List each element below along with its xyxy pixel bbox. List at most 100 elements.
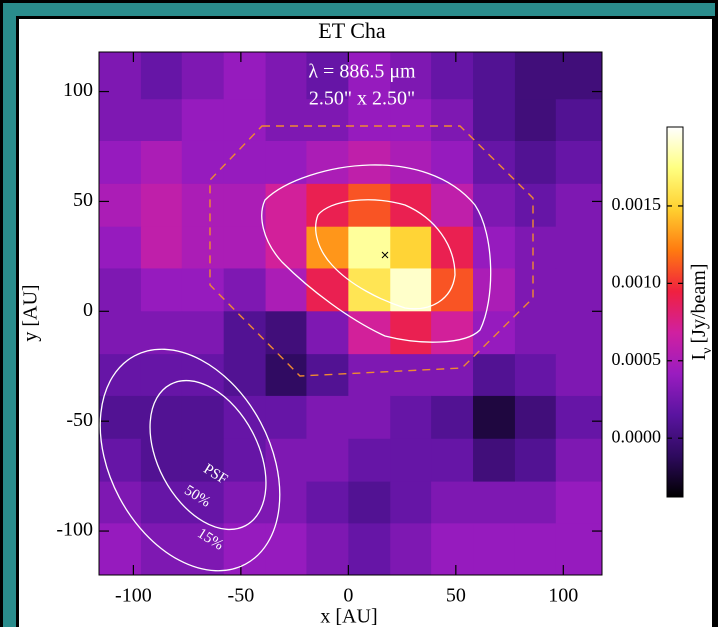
heatmap-cell (515, 396, 556, 439)
heatmap-cell (99, 99, 141, 141)
heatmap-cell (224, 354, 266, 396)
heatmap-cell (182, 99, 224, 141)
colorbar-tick-label: 0.0015 (612, 194, 662, 214)
heatmap-cell (141, 99, 182, 141)
heatmap-cell (473, 52, 515, 100)
heatmap-cell (390, 354, 431, 396)
heatmap-cell (141, 52, 182, 100)
heatmap-cell (141, 268, 182, 311)
heatmap-cell (306, 227, 348, 269)
heatmap-cell (141, 227, 182, 269)
heatmap-cell (390, 439, 431, 482)
heatmap-cell (515, 184, 556, 227)
heatmap-cell (348, 439, 390, 482)
heatmap-cell (306, 184, 348, 227)
heatmap-cell (348, 268, 390, 311)
heatmap-cell (182, 268, 224, 311)
heatmap-cell (390, 184, 431, 227)
heatmap-cell (182, 52, 224, 100)
heatmap-cell (266, 523, 307, 575)
heatmap-cell (556, 184, 603, 227)
heatmap-cell (99, 141, 141, 184)
heatmap-cell (431, 52, 473, 100)
heatmap-cell (224, 99, 266, 141)
heatmap-cell (431, 99, 473, 141)
heatmap-cell (556, 141, 603, 184)
colorbar-tick-label: 0.0000 (612, 426, 662, 446)
y-axis-label: y [AU] (20, 284, 42, 341)
heatmap-cell (266, 482, 307, 524)
heatmap-cell (556, 482, 603, 524)
heatmap-cell (556, 396, 603, 439)
heatmap-cell (473, 311, 515, 354)
y-tick-label: 0 (83, 299, 93, 321)
heatmap-cell (556, 311, 603, 354)
heatmap-cell (224, 184, 266, 227)
colorbar-label-sub: ν (700, 347, 715, 353)
heatmap-cell (556, 268, 603, 311)
heatmap-cell (141, 311, 182, 354)
heatmap-cell (431, 354, 473, 396)
heatmap-cell (390, 227, 431, 269)
heatmap-cell (515, 354, 556, 396)
heatmap-cell (99, 311, 141, 354)
heatmap-cell (306, 141, 348, 184)
heatmap-cell (99, 354, 141, 396)
heatmap-cell (431, 396, 473, 439)
heatmap-cell (390, 482, 431, 524)
heatmap-cell (431, 227, 473, 269)
x-tick-label: 50 (446, 585, 466, 607)
heatmap-cell (224, 482, 266, 524)
heatmap-cell (431, 482, 473, 524)
chart-title: ET Cha (318, 18, 386, 43)
heatmap-cell (348, 523, 390, 575)
heatmap-cell (224, 439, 266, 482)
heatmap-cell (99, 227, 141, 269)
heatmap-cell (431, 184, 473, 227)
x-tick-label: -50 (228, 585, 255, 607)
x-tick-label: -100 (115, 585, 152, 607)
heatmap-cell (266, 396, 307, 439)
heatmap-cell (556, 227, 603, 269)
page: ET Cha x [AU] y [AU] Iν[Jy/beam] -100-50… (0, 0, 718, 627)
heatmap-cell (348, 184, 390, 227)
heatmap-cell (348, 311, 390, 354)
heatmap-cell (266, 141, 307, 184)
heatmap-cell (348, 354, 390, 396)
heatmap-cell (266, 99, 307, 141)
heatmap-cell (515, 311, 556, 354)
heatmap-cell (99, 52, 141, 100)
heatmap-cell (182, 227, 224, 269)
heatmap-cell (224, 311, 266, 354)
heatmap-cell (141, 141, 182, 184)
heatmap-cell (473, 439, 515, 482)
x-tick-label: 100 (548, 585, 578, 607)
heatmap-cell (306, 439, 348, 482)
heatmap-cell (99, 268, 141, 311)
heatmap-cell (515, 482, 556, 524)
colorbar-tick-label: 0.0005 (612, 349, 662, 369)
heatmap-cell (431, 268, 473, 311)
x-tick-label: 0 (343, 585, 353, 607)
heatmap-cell (390, 523, 431, 575)
y-tick-label: 50 (73, 189, 93, 211)
y-tick-label: -50 (66, 409, 93, 431)
heatmap-cell (141, 396, 182, 439)
colorbar-label-unit: [Jy/beam] (688, 264, 710, 344)
chart: ET Cha x [AU] y [AU] Iν[Jy/beam] -100-50… (0, 0, 718, 627)
y-tick-label: 100 (63, 79, 93, 101)
heatmap-cell (473, 268, 515, 311)
heatmap-cell (515, 227, 556, 269)
heatmap-cell (266, 184, 307, 227)
heatmap-cell (141, 184, 182, 227)
heatmap (99, 52, 603, 576)
heatmap-cell (556, 439, 603, 482)
heatmap-cell (515, 439, 556, 482)
heatmap-cell (473, 354, 515, 396)
heatmap-cell (306, 311, 348, 354)
heatmap-cell (141, 354, 182, 396)
heatmap-cell (182, 141, 224, 184)
annotation: λ = 886.5 μm (308, 61, 416, 83)
heatmap-cell (515, 268, 556, 311)
heatmap-cell (266, 268, 307, 311)
